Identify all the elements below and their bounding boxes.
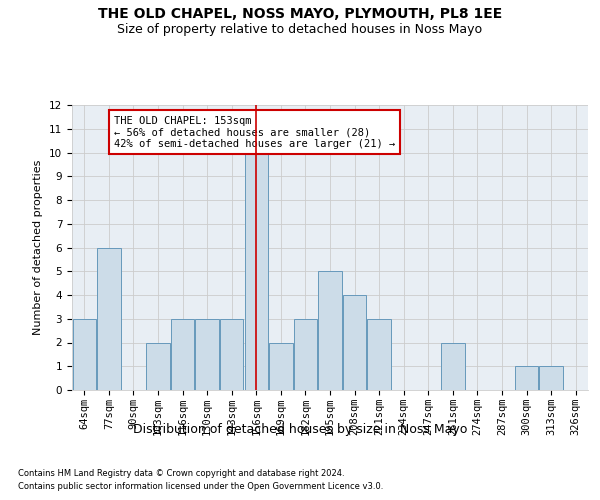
Bar [171,319,194,390]
Text: THE OLD CHAPEL, NOSS MAYO, PLYMOUTH, PL8 1EE: THE OLD CHAPEL, NOSS MAYO, PLYMOUTH, PL8… [98,8,502,22]
Bar [73,319,96,390]
Text: Contains HM Land Registry data © Crown copyright and database right 2024.: Contains HM Land Registry data © Crown c… [18,468,344,477]
Text: Size of property relative to detached houses in Noss Mayo: Size of property relative to detached ho… [118,22,482,36]
Bar [269,342,293,390]
Bar [367,319,391,390]
Bar [196,319,219,390]
Bar [245,152,268,390]
Text: Distribution of detached houses by size in Noss Mayo: Distribution of detached houses by size … [133,422,467,436]
Bar [220,319,244,390]
Bar [515,366,538,390]
Bar [441,342,464,390]
Y-axis label: Number of detached properties: Number of detached properties [34,160,43,335]
Bar [343,295,366,390]
Bar [319,271,341,390]
Bar [146,342,170,390]
Bar [539,366,563,390]
Bar [97,248,121,390]
Text: THE OLD CHAPEL: 153sqm
← 56% of detached houses are smaller (28)
42% of semi-det: THE OLD CHAPEL: 153sqm ← 56% of detached… [114,116,395,149]
Bar [294,319,317,390]
Text: Contains public sector information licensed under the Open Government Licence v3: Contains public sector information licen… [18,482,383,491]
